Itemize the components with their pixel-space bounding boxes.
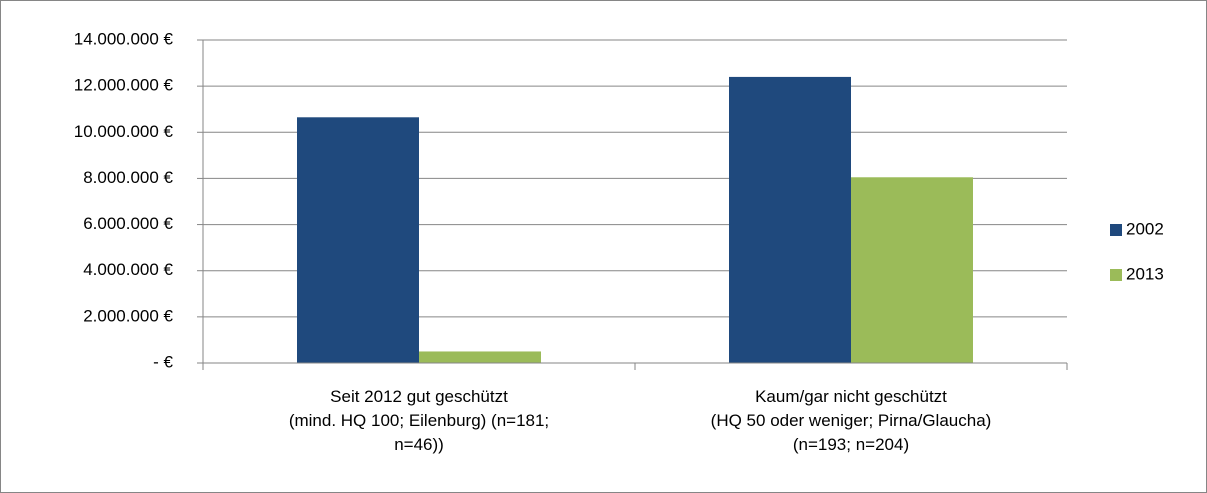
bar [297,117,419,364]
y-tick-label: 4.000.000 € [83,260,173,279]
bar [851,177,973,363]
x-tick-label: Kaum/gar nicht geschützt (HQ 50 oder wen… [710,387,992,454]
y-tick-label: 2.000.000 € [83,306,173,325]
x-tick-label: Seit 2012 gut geschützt (mind. HQ 100; E… [288,387,550,454]
legend-swatch [1110,224,1122,236]
y-tick-label: 10.000.000 € [74,122,174,141]
y-tick-label: 14.000.000 € [74,29,174,48]
bar [419,351,541,363]
y-tick-label: 8.000.000 € [83,168,173,187]
legend-label: 2002 [1126,219,1164,238]
y-tick-label: 12.000.000 € [74,76,174,95]
bar [729,76,851,364]
legend-label: 2013 [1126,264,1164,283]
legend-swatch [1110,269,1122,281]
y-tick-label: - € [153,352,173,371]
y-tick-label: 6.000.000 € [83,214,173,233]
